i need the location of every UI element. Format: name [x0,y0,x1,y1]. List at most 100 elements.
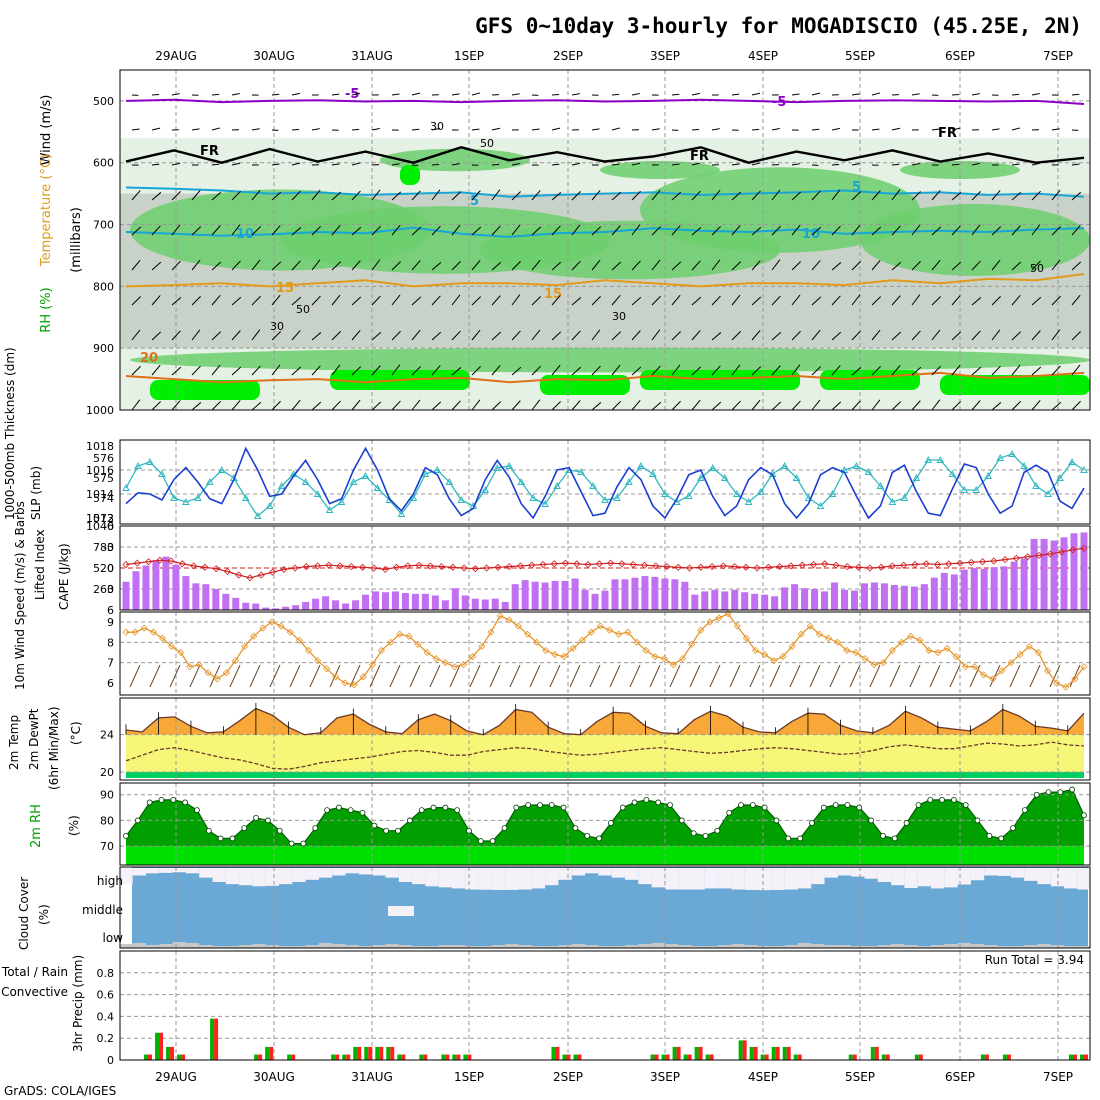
upper-wind-barb-8-34 [811,366,822,376]
surface-barb-15 [429,664,441,688]
upper-wind-barb-7-26 [651,329,661,341]
cape-bar-85 [970,568,978,610]
upper-wind-barb-7-32 [771,331,782,341]
upper-wind-barb-0-8 [291,92,300,96]
upper-wind-barb-2-45 [1031,162,1041,166]
li-point-40 [573,560,581,568]
wind-point-24 [341,679,349,687]
upper-wind-barb-3-8 [291,190,301,201]
li-point-32 [483,564,491,572]
cloud-high-clear-40 [651,868,665,888]
upper-wind-barb-8-24 [611,364,621,376]
cloud-high-clear-43 [691,868,705,890]
run-total: Run Total = 3.94 [985,953,1084,967]
thickness-point-79 [1068,457,1076,465]
cloud-low-30 [518,945,532,948]
wind-point-57 [642,646,650,655]
li-point-22 [370,564,378,572]
upper-wind-barb-1-3 [191,128,200,131]
cloud-high-clear-45 [718,868,732,889]
precip-conv-bar-78 [984,1054,989,1060]
rh2m-point-19 [347,807,354,814]
isotherm-label-3: FR [690,149,709,164]
upper-wind-barb-9-11 [351,399,361,411]
upper-wind-barb-5-16 [451,261,461,271]
precip-total-bar-80 [1002,1054,1007,1060]
upper-wind-barb-3-21 [551,192,562,201]
upper-wind-barb-9-25 [631,400,641,411]
rh2m-point-52 [738,802,744,808]
upper-wind-barb-9-3 [191,402,202,411]
wind-point-27 [368,661,376,669]
thickness-point-70 [960,485,969,493]
cape-bar-14 [262,607,270,610]
upper-wind-barb-5-32 [771,259,781,271]
upper-wind-barb-3-40 [931,190,941,201]
thickness-point-59 [828,489,837,497]
cloud-low-21 [398,945,413,948]
upper-wind-barb-8-3 [191,365,201,376]
upper-wind-barb-0-44 [1011,93,1020,96]
rh-contour-label-2: 30 [270,320,284,333]
upper-wind-barb-6-39 [911,294,921,306]
li-tick-2: 0 [107,562,114,575]
li-point-64 [843,563,851,571]
upper-wind-barb-4-47 [1071,225,1081,236]
upper-wind-barb-5-42 [971,260,981,271]
wind-point-89 [934,648,942,657]
wind-point-73 [788,642,796,650]
thickness-point-10 [241,493,250,501]
wind-point-52 [596,622,605,630]
cloud-low-44 [704,946,719,948]
upper-wind-barb-0-5 [231,93,240,96]
upper-wind-barb-0-10 [331,93,340,96]
precip-tick-1: 0.2 [97,1032,115,1045]
upper-wind-barb-7-13 [391,330,401,341]
li-point-76 [978,558,987,566]
li-point-27 [426,562,434,570]
upper-wind-barb-7-40 [931,329,941,341]
cape-bar-72 [841,589,848,610]
temperature-fill [126,708,1084,735]
upper-wind-barb-1-11 [351,128,360,131]
cloud-high-clear-17 [345,868,359,874]
thickness-tick-1: 574 [93,492,114,505]
rh2m-point-26 [430,804,437,811]
precip-total-bar-13 [265,1046,270,1060]
surface-barb-13 [389,664,401,688]
cloud-low-11 [265,945,280,948]
surface-barb-33 [789,664,801,688]
rh-saturated-7 [400,165,420,185]
cape-bar-95 [1070,533,1078,610]
cape-bar-40 [521,580,529,610]
upper-wind-barb-9-37 [871,399,881,411]
upper-wind-barb-9-35 [831,401,842,411]
li-point-3 [156,556,164,564]
upper-wind-barb-3-18 [491,189,501,201]
upper-wind-barb-4-38 [891,225,901,236]
upper-wind-barb-9-10 [331,400,341,411]
rh2m-point-50 [714,827,721,834]
rh2m-point-69 [939,796,945,803]
upper-wind-barb-7-8 [291,330,301,341]
upper-wind-barb-4-19 [511,224,521,236]
li-point-8 [212,565,220,573]
cloud-low-34 [571,944,586,948]
li-point-45 [629,560,637,569]
date-top-0: 29AUG [155,49,197,63]
cloud-high-clear-51 [797,868,812,889]
li-point-57 [764,563,772,571]
upper-wind-barb-9-45 [1031,400,1041,411]
upper-wind-barb-5-31 [751,260,761,271]
upper-wind-barb-7-43 [991,329,1001,341]
upper-wind-barb-1-26 [651,128,660,131]
precip-conv-bar-3 [159,1032,164,1060]
upper-wind-barb-3-2 [171,191,181,201]
wind-point-25 [350,681,358,689]
cloud-high-clear-30 [518,868,532,890]
upper-wind-barb-3-35 [831,189,841,201]
upper-pressure-tick-4: 900 [93,342,114,355]
upper-wind-barb-8-15 [431,365,441,376]
slp-frame [119,439,1091,525]
upper-wind-barb-9-5 [231,400,241,411]
